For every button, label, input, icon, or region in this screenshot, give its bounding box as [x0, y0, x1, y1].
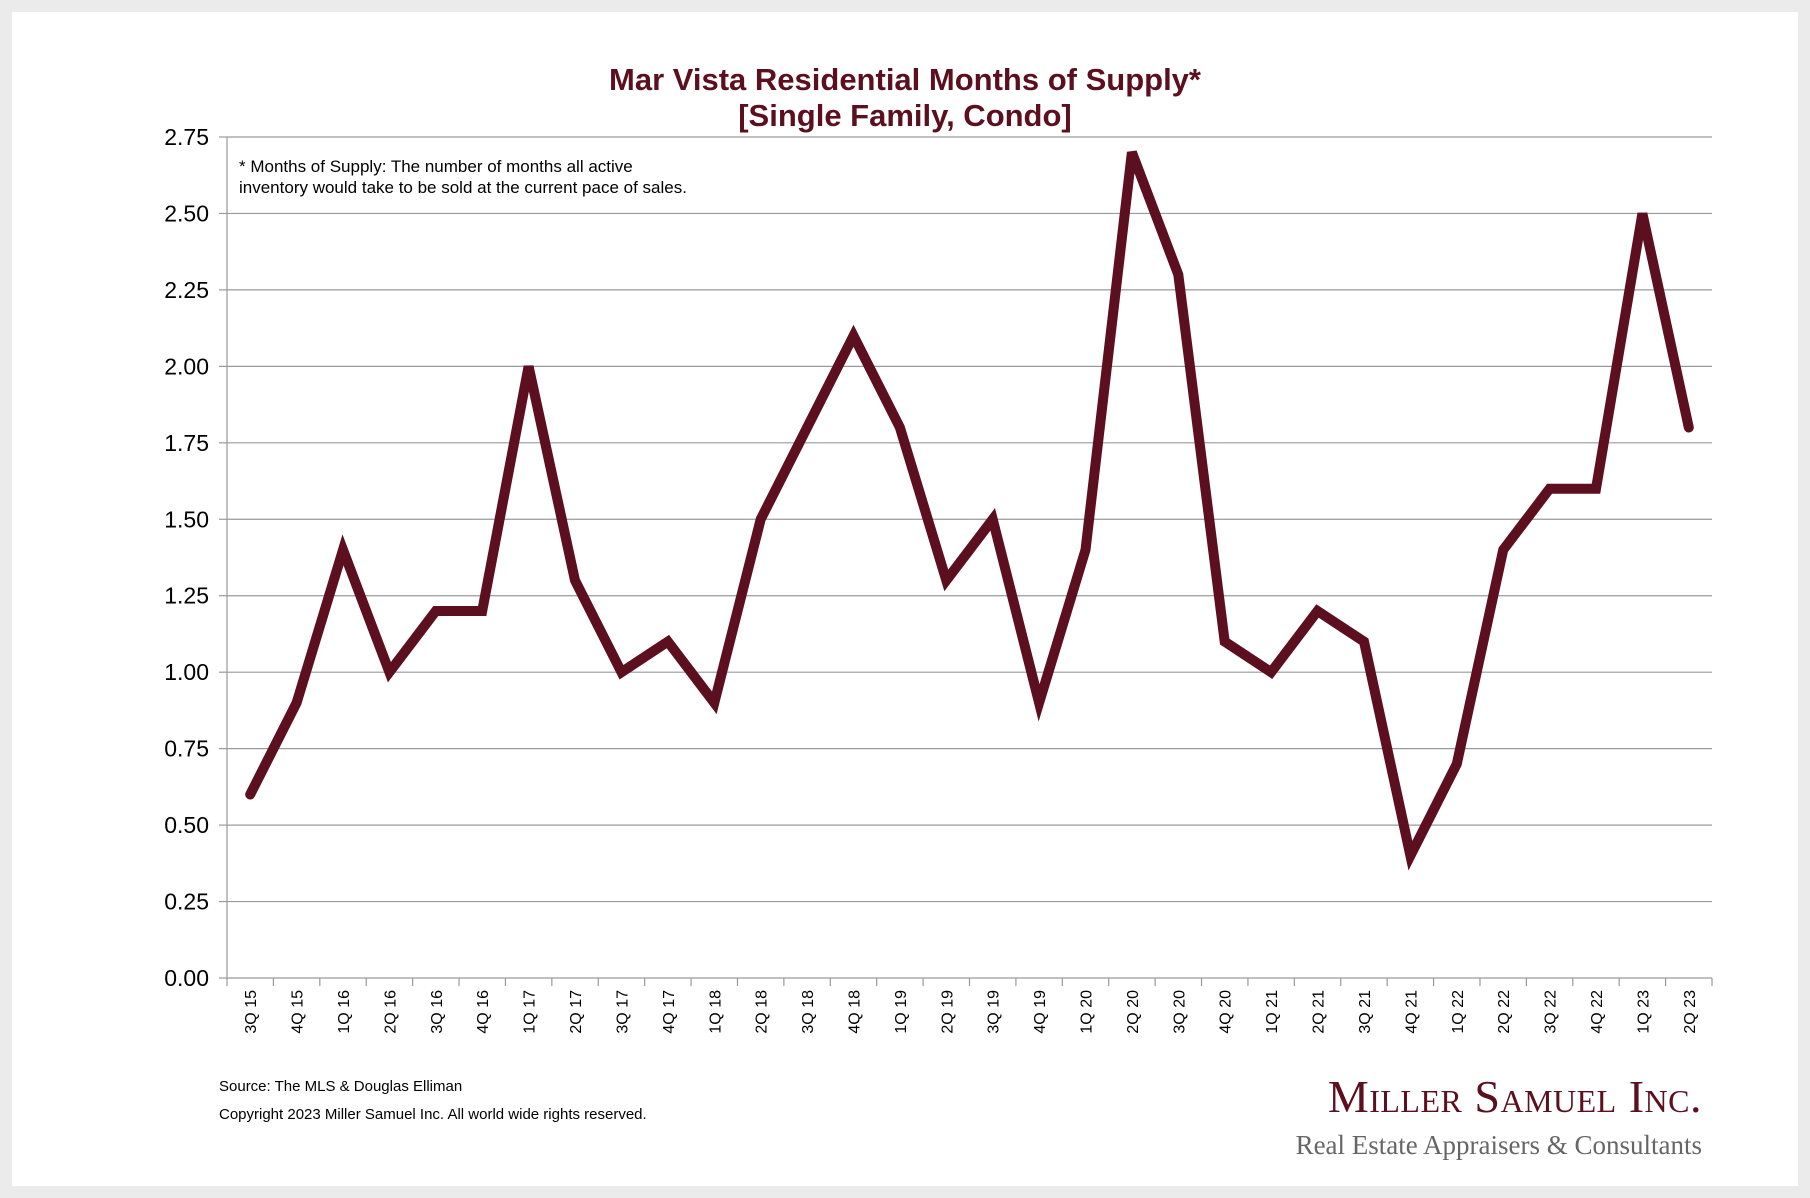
x-tick-label: 2Q 20: [1125, 990, 1142, 1034]
data-points: [249, 151, 1690, 857]
x-tick-label: 3Q 16: [429, 990, 446, 1034]
data-point: [806, 427, 808, 429]
data-point: [852, 335, 854, 337]
x-tick-label: 1Q 19: [893, 990, 910, 1034]
x-tick-label: 1Q 17: [522, 990, 539, 1034]
x-tick-label: 1Q 22: [1450, 990, 1467, 1034]
x-tick-label: 2Q 23: [1682, 990, 1699, 1034]
x-tick-label: 1Q 23: [1635, 990, 1652, 1034]
company-logo-name: Miller Samuel Inc.: [1327, 1071, 1702, 1122]
axes: [219, 136, 1713, 986]
y-tick-label: 0.50: [164, 812, 209, 838]
data-point: [249, 794, 251, 796]
data-point: [1177, 274, 1179, 276]
x-tick-label: 1Q 16: [336, 990, 353, 1034]
data-point: [1502, 549, 1504, 551]
x-tick-label: 4Q 20: [1218, 990, 1235, 1034]
data-point: [992, 518, 994, 520]
x-tick-label: 3Q 17: [614, 990, 631, 1034]
x-tick-label: 4Q 18: [846, 990, 863, 1034]
data-point: [1409, 855, 1411, 857]
x-tick-label: 4Q 15: [290, 990, 307, 1034]
data-point: [1270, 671, 1272, 673]
y-tick-label: 2.75: [164, 124, 209, 150]
data-point: [620, 671, 622, 673]
x-tick-label: 1Q 21: [1264, 990, 1281, 1034]
x-tick-label: 4Q 19: [1032, 990, 1049, 1034]
data-point: [1317, 610, 1319, 612]
data-point: [388, 671, 390, 673]
y-tick-label: 1.75: [164, 430, 209, 456]
x-tick-label: 1Q 20: [1079, 990, 1096, 1034]
series-line: [245, 150, 1694, 871]
x-axis-tick-labels: 3Q 15 4Q 15 1Q 16 2Q 16 3Q 16 4Q 16 1Q 17 2Q 17…: [243, 990, 1699, 1034]
data-point: [1363, 641, 1365, 643]
y-axis-tick-labels: 0.00 0.25 0.50 0.75 1.00 1.25 1.50 1.75 2.00 2.25…: [164, 124, 209, 991]
x-tick-label: 4Q 16: [475, 990, 492, 1034]
y-tick-label: 0.25: [164, 889, 209, 915]
x-tick-label: 3Q 18: [800, 990, 817, 1034]
y-tick-label: 2.25: [164, 277, 209, 303]
data-point: [945, 579, 947, 581]
data-point: [1131, 151, 1133, 153]
data-point: [667, 641, 669, 643]
data-point: [1085, 549, 1087, 551]
data-point: [760, 518, 762, 520]
data-point: [713, 702, 715, 704]
chart-title-line-2: [Single Family, Condo]: [738, 98, 1072, 133]
x-tick-label: 2Q 19: [939, 990, 956, 1034]
x-tick-label: 2Q 18: [754, 990, 771, 1034]
data-point: [296, 702, 298, 704]
source-text: Source: The MLS & Douglas Elliman: [219, 1078, 463, 1095]
data-point: [1688, 427, 1690, 429]
x-tick-label: 4Q 17: [661, 990, 678, 1034]
data-point: [1549, 488, 1551, 490]
y-tick-label: 2.50: [164, 200, 209, 226]
line-chart: Mar Vista Residential Months of Supply* …: [164, 62, 1713, 1034]
data-point: [574, 579, 576, 581]
data-point: [342, 549, 344, 551]
data-point: [1224, 641, 1226, 643]
data-point: [1038, 702, 1040, 704]
data-point: [435, 610, 437, 612]
y-tick-label: 1.00: [164, 659, 209, 685]
x-tick-label: 1Q 18: [707, 990, 724, 1034]
data-point: [1456, 763, 1458, 765]
x-tick-label: 3Q 19: [986, 990, 1003, 1034]
copyright-text: Copyright 2023 Miller Samuel Inc. All wo…: [219, 1106, 647, 1123]
x-tick-label: 2Q 21: [1311, 990, 1328, 1034]
x-tick-label: 4Q 21: [1403, 990, 1420, 1034]
chart-note-line-1: * Months of Supply: The number of months…: [239, 157, 633, 176]
data-point: [528, 365, 530, 367]
data-point: [899, 427, 901, 429]
data-point: [1595, 488, 1597, 490]
x-tick-label: 3Q 20: [1171, 990, 1188, 1034]
gridlines: [227, 136, 1712, 903]
y-tick-label: 2.00: [164, 353, 209, 379]
data-point: [1641, 212, 1643, 214]
chart-title-line-1: Mar Vista Residential Months of Supply*: [609, 62, 1202, 97]
y-tick-label: 0.00: [164, 965, 209, 991]
x-tick-label: 2Q 22: [1496, 990, 1513, 1034]
y-tick-label: 1.25: [164, 583, 209, 609]
y-tick-label: 0.75: [164, 736, 209, 762]
x-tick-label: 2Q 17: [568, 990, 585, 1034]
y-tick-label: 1.50: [164, 506, 209, 532]
x-tick-label: 4Q 22: [1589, 990, 1606, 1034]
x-tick-label: 3Q 22: [1543, 990, 1560, 1034]
company-logo-tagline: Real Estate Appraisers & Consultants: [1295, 1130, 1702, 1160]
chart-card: Mar Vista Residential Months of Supply* …: [12, 12, 1798, 1186]
x-tick-label: 3Q 21: [1357, 990, 1374, 1034]
x-tick-label: 3Q 15: [243, 990, 260, 1034]
chart-note-line-2: inventory would take to be sold at the c…: [239, 178, 687, 197]
data-point: [481, 610, 483, 612]
x-tick-label: 2Q 16: [382, 990, 399, 1034]
